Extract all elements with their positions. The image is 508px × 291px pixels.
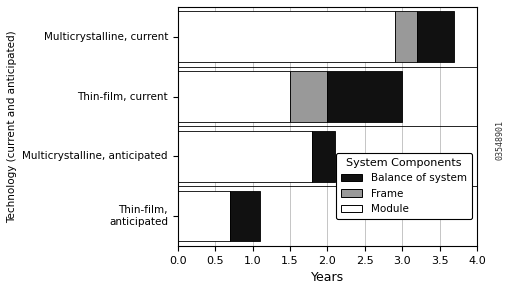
X-axis label: Years: Years bbox=[311, 271, 344, 284]
Bar bbox=[178, 71, 290, 122]
Y-axis label: Technology (current and anticipated): Technology (current and anticipated) bbox=[7, 30, 17, 223]
Bar bbox=[417, 11, 455, 62]
Bar bbox=[395, 11, 417, 62]
Bar bbox=[178, 11, 395, 62]
Bar bbox=[327, 71, 402, 122]
Legend: Balance of system, Frame, Module: Balance of system, Frame, Module bbox=[336, 153, 472, 219]
Bar bbox=[178, 131, 312, 182]
Bar bbox=[312, 131, 335, 182]
Text: 03548901: 03548901 bbox=[495, 120, 504, 160]
Bar bbox=[230, 191, 260, 241]
Bar bbox=[178, 191, 230, 241]
Bar bbox=[290, 71, 327, 122]
